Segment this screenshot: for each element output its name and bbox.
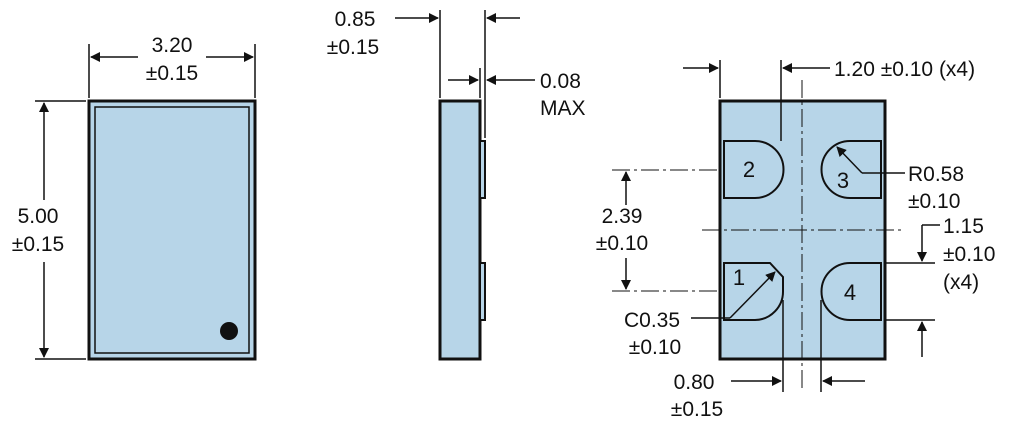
chamfer-value: C0.35 xyxy=(624,309,680,332)
top-view-body xyxy=(87,99,257,361)
side-thickness-tolerance: ±0.15 xyxy=(327,36,379,59)
top-width-tolerance: ±0.15 xyxy=(146,62,198,85)
side-standoff-tolerance: MAX xyxy=(540,97,586,120)
top-height-value: 5.00 xyxy=(18,205,59,228)
top-view: 3.20 ±0.15 5.00 ±0.15 xyxy=(12,34,257,361)
pad-gap-tolerance: ±0.15 xyxy=(671,398,723,421)
pad-width-label: 1.20 ±0.10 (x4) xyxy=(834,58,975,81)
pad-3 xyxy=(820,140,882,199)
side-standoff-value: 0.08 xyxy=(540,70,581,93)
pad-radius-tolerance: ±0.10 xyxy=(908,190,960,213)
pitch-value: 2.39 xyxy=(602,205,643,228)
pad-height-tolerance: ±0.10 xyxy=(943,243,995,266)
pad-4 xyxy=(820,262,882,321)
pin1-marker-dot xyxy=(220,322,238,340)
side-view: 0.85 ±0.15 0.08 MAX xyxy=(327,8,586,361)
pad-gap-value: 0.80 xyxy=(674,371,715,394)
top-view-inner-edge xyxy=(94,106,250,354)
pad-4-label: 4 xyxy=(844,280,856,305)
pad-height-count: (x4) xyxy=(943,271,979,294)
pad-height-value: 1.15 xyxy=(943,215,984,238)
pad-3-label: 3 xyxy=(837,168,849,193)
side-view-pad-bottom xyxy=(479,262,486,321)
chamfer-arrow xyxy=(729,271,776,319)
side-view-body xyxy=(438,99,482,361)
pad-2-label: 2 xyxy=(743,157,755,182)
top-height-tolerance: ±0.15 xyxy=(12,233,64,256)
pad-2 xyxy=(723,140,785,199)
side-thickness-value: 0.85 xyxy=(335,8,376,31)
pitch-tolerance: ±0.10 xyxy=(596,232,648,255)
top-width-value: 3.20 xyxy=(152,34,193,57)
pad-radius-arrow xyxy=(836,146,863,174)
bottom-view: 2 3 1 4 1.20 ±0.10 (x4) R0.58 ±0.10 2.39… xyxy=(596,58,996,421)
side-view-pad-top xyxy=(479,140,486,199)
pad-1-label: 1 xyxy=(733,265,745,290)
pad-radius-value: R0.58 xyxy=(908,163,964,186)
chamfer-tolerance: ±0.10 xyxy=(629,336,681,359)
